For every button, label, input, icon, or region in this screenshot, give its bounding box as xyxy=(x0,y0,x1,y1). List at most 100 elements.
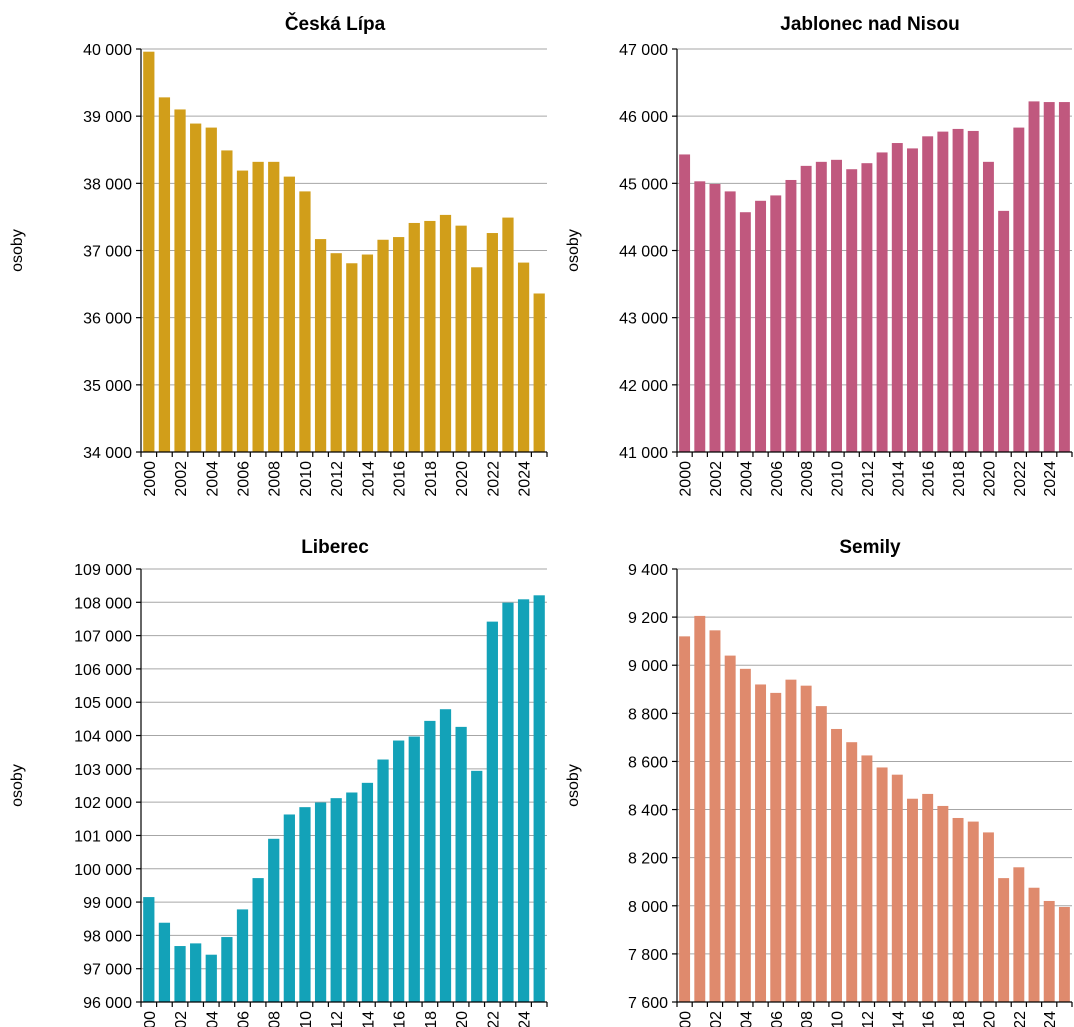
bar-2018 xyxy=(424,220,436,452)
bar-2022 xyxy=(1013,127,1025,453)
bar-2003 xyxy=(190,943,202,1002)
bar-2002 xyxy=(709,184,721,452)
y-tick-label: 103 000 xyxy=(74,762,132,779)
bar-2013 xyxy=(346,792,358,1002)
y-tick-label: 8 000 xyxy=(628,899,668,916)
x-tick-label: 2024 xyxy=(1042,461,1059,497)
bar-2008 xyxy=(800,685,812,1002)
x-tick-label: 2002 xyxy=(173,461,190,497)
bar-2001 xyxy=(158,97,171,453)
bar-2024 xyxy=(1043,102,1055,452)
y-tick-label: 106 000 xyxy=(74,662,132,679)
bar-2006 xyxy=(236,909,249,1002)
chart-title: Česká Lípa xyxy=(285,13,386,35)
y-axis-label: osoby xyxy=(565,764,582,807)
x-tick-label: 2020 xyxy=(981,1011,998,1027)
x-tick-label: 2004 xyxy=(738,1011,755,1027)
bar-2000 xyxy=(143,897,155,1002)
bar-2000 xyxy=(143,51,155,452)
bar-2006 xyxy=(770,195,782,452)
bar-2007 xyxy=(785,179,797,452)
chart-title: Jablonec nad Nisou xyxy=(780,14,959,35)
y-tick-label: 42 000 xyxy=(619,378,668,395)
y-tick-label: 107 000 xyxy=(74,629,132,646)
bar-2007 xyxy=(785,679,797,1002)
x-tick-label: 2006 xyxy=(236,1011,253,1027)
bar-2016 xyxy=(393,237,405,452)
bar-2024 xyxy=(517,262,530,452)
y-tick-label: 8 200 xyxy=(628,851,668,868)
bar-2003 xyxy=(724,655,736,1002)
x-tick-label: 2022 xyxy=(1012,461,1029,497)
x-tick-label: 2018 xyxy=(423,461,440,497)
x-tick-label: 2012 xyxy=(329,461,346,497)
bar-2017 xyxy=(408,736,420,1002)
bar-2025 xyxy=(1058,102,1070,452)
bar-2004 xyxy=(205,954,217,1002)
y-tick-label: 96 000 xyxy=(83,995,132,1012)
bar-2009 xyxy=(283,176,295,452)
y-tick-label: 8 400 xyxy=(628,803,668,820)
x-tick-label: 2008 xyxy=(267,1011,284,1027)
x-tick-label: 2020 xyxy=(454,461,471,497)
bar-2005 xyxy=(755,200,767,452)
bar-2012 xyxy=(330,798,342,1002)
bar-2009 xyxy=(815,706,827,1002)
bar-2019 xyxy=(967,130,979,452)
y-tick-label: 9 200 xyxy=(628,610,668,627)
x-tick-label: 2004 xyxy=(204,1011,221,1027)
bar-2002 xyxy=(174,109,186,452)
x-tick-label: 2006 xyxy=(769,461,786,497)
x-tick-label: 2016 xyxy=(921,1011,938,1027)
x-tick-label: 2020 xyxy=(454,1011,471,1027)
bar-2024 xyxy=(1043,900,1055,1002)
x-tick-label: 2010 xyxy=(298,1011,315,1027)
bar-2020 xyxy=(982,832,994,1002)
bar-2018 xyxy=(424,720,436,1002)
y-tick-label: 43 000 xyxy=(619,311,668,328)
x-tick-label: 2014 xyxy=(890,1011,907,1027)
bar-2014 xyxy=(891,143,903,453)
x-tick-label: 2018 xyxy=(423,1011,440,1027)
bar-2023 xyxy=(502,217,514,452)
y-tick-label: 8 600 xyxy=(628,754,668,771)
bar-2018 xyxy=(952,128,964,452)
y-tick-label: 44 000 xyxy=(619,244,668,261)
chart-3: 7 600 7 800 8 000 8 200 8 400 8 600 8 800 9 000… xyxy=(565,537,1073,1027)
bar-2011 xyxy=(846,169,858,452)
x-tick-label: 2010 xyxy=(830,461,847,497)
y-axis-label: osoby xyxy=(565,229,582,272)
bar-2012 xyxy=(330,253,342,452)
x-tick-label: 2018 xyxy=(951,1011,968,1027)
bar-2005 xyxy=(755,684,767,1002)
bar-2020 xyxy=(455,225,467,452)
bar-2018 xyxy=(952,817,964,1002)
bar-2008 xyxy=(800,165,812,452)
bar-2025 xyxy=(533,595,545,1002)
bar-2025 xyxy=(1058,906,1070,1002)
x-tick-label: 2012 xyxy=(329,1011,346,1027)
x-tick-label: 2016 xyxy=(921,461,938,497)
bar-2022 xyxy=(1013,867,1025,1002)
y-tick-label: 7 600 xyxy=(628,995,668,1012)
bar-2002 xyxy=(174,946,186,1002)
bar-2000 xyxy=(679,154,691,452)
x-tick-label: 2008 xyxy=(267,461,284,497)
chart-title: Semily xyxy=(839,537,901,558)
y-tick-label: 104 000 xyxy=(74,729,132,746)
bar-2023 xyxy=(1028,887,1040,1002)
chart-0: 34 000 35 000 36 000 37 000 38 000 39 000 40 0… xyxy=(9,13,548,497)
bar-2007 xyxy=(252,161,264,452)
bar-2022 xyxy=(486,621,498,1002)
bar-2004 xyxy=(739,212,751,452)
bar-2003 xyxy=(724,191,736,453)
x-tick-label: 2004 xyxy=(204,461,221,497)
y-tick-label: 9 000 xyxy=(628,658,668,675)
y-tick-label: 37 000 xyxy=(83,244,132,261)
x-tick-label: 2002 xyxy=(708,461,725,497)
bar-2023 xyxy=(502,602,514,1002)
bar-2015 xyxy=(377,759,389,1002)
bar-2019 xyxy=(967,821,979,1002)
bar-2010 xyxy=(299,807,311,1002)
x-tick-label: 2024 xyxy=(1042,1011,1059,1027)
